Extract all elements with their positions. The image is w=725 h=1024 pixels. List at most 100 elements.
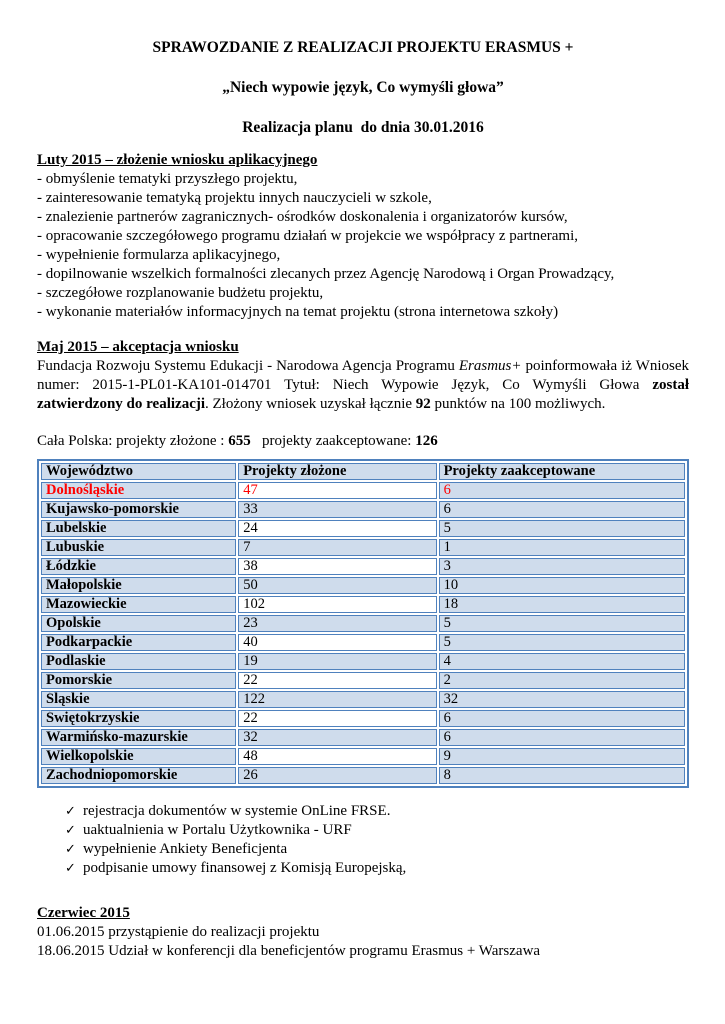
may-paragraph-text: poinformowała iż Wniosek numer: 2015-1-P… — [37, 358, 689, 393]
projects-accepted-cell: 6 — [438, 710, 685, 727]
checklist-item-label: wypełnienie Ankiety Beneficjenta — [83, 841, 288, 857]
voivodeship-name-cell: Łódzkie — [41, 558, 237, 575]
voivodeship-name-cell: Podkarpackie — [41, 634, 237, 651]
february-activity-list: - obmyślenie tematyki przyszłego projekt… — [37, 170, 689, 322]
list-item: - opracowanie szczegółowego programu dzi… — [37, 228, 579, 244]
col-header-projects-accepted: Projekty zaakceptowane — [438, 463, 685, 480]
projects-accepted-cell: 5 — [438, 520, 685, 537]
projects-accepted-cell: 2 — [438, 672, 685, 689]
projects-submitted-cell: 48 — [238, 748, 437, 765]
projects-submitted-cell: 24 — [238, 520, 437, 537]
projects-accepted-cell: 6 — [438, 729, 685, 746]
projects-accepted-cell: 18 — [438, 596, 685, 613]
voivodeship-name-cell: Kujawsko-pomorskie — [41, 501, 237, 518]
projects-accepted-total: 126 — [415, 433, 438, 449]
projects-submitted-cell: 102 — [238, 596, 437, 613]
poland-summary-line: Cała Polska: projekty złożone : 655 proj… — [37, 432, 689, 451]
table-row: Podlaskie 19 4 — [41, 653, 685, 670]
projects-submitted-total: 655 — [228, 433, 251, 449]
list-item: - znalezienie partnerów zagranicznych- o… — [37, 209, 568, 225]
voivodeship-name-cell: Wielkopolskie — [41, 748, 237, 765]
col-header-voivodeship: Województwo — [41, 463, 237, 480]
list-item: - wykonanie materiałów informacyjnych na… — [37, 304, 559, 320]
table-row: Pomorskie 22 2 — [41, 672, 685, 689]
table-row: Dolnośląskie 47 6 — [41, 482, 685, 499]
voivodeship-name-cell: Lubuskie — [41, 539, 237, 556]
voivodeship-name-cell: Warmińsko-mazurskie — [41, 729, 237, 746]
projects-submitted-cell: 19 — [238, 653, 437, 670]
table-row: Mazowieckie 102 18 — [41, 596, 685, 613]
table-row: Podkarpackie 40 5 — [41, 634, 685, 651]
projects-submitted-cell: 33 — [238, 501, 437, 518]
list-item: - dopilnowanie wszelkich formalności zle… — [37, 266, 615, 282]
projects-accepted-cell: 4 — [438, 653, 685, 670]
voivodeship-name-cell: Dolnośląskie — [41, 482, 237, 499]
projects-submitted-cell: 40 — [238, 634, 437, 651]
table-header-row: Województwo Projekty złożone Projekty za… — [41, 463, 685, 480]
voivodeship-name-cell: Opolskie — [41, 615, 237, 632]
table-row: Małopolskie 50 10 — [41, 577, 685, 594]
section-heading-may: Maj 2015 – akceptacja wniosku — [37, 339, 239, 355]
projects-accepted-cell: 6 — [438, 501, 685, 518]
voivodeship-name-cell: Świętokrzyskie — [41, 710, 237, 727]
list-item: - szczegółowe rozplanowanie budżetu proj… — [37, 285, 324, 301]
may-paragraph: Fundacja Rozwoju Systemu Edukacji - Naro… — [37, 357, 689, 414]
voivodeship-table: Województwo Projekty złożone Projekty za… — [37, 459, 689, 788]
table-row: Opolskie 23 5 — [41, 615, 685, 632]
projects-submitted-cell: 22 — [238, 710, 437, 727]
list-item: - wypełnienie formularza aplikacyjnego, — [37, 247, 281, 263]
document-subtitle: „Niech wypowie język, Co wymyśli głowa” — [222, 79, 504, 96]
table-row: Lubelskie 24 5 — [41, 520, 685, 537]
check-icon: ✓ — [65, 842, 76, 857]
erasmus-program-name: Erasmus+ — [458, 358, 522, 374]
projects-accepted-cell: 3 — [438, 558, 685, 575]
checklist-item: ✓ uaktualnienia w Portalu Użytkownika - … — [65, 821, 689, 840]
section-june: Czerwiec 2015 01.06.2015 przystąpienie d… — [37, 904, 689, 961]
checklist-item-label: rejestracja dokumentów w systemie OnLine… — [83, 803, 391, 819]
table-row: Łódzkie 38 3 — [41, 558, 685, 575]
voivodeship-name-cell: Lubelskie — [41, 520, 237, 537]
list-item: - obmyślenie tematyki przyszłego projekt… — [37, 171, 298, 187]
checklist-item-label: uaktualnienia w Portalu Użytkownika - UR… — [83, 822, 352, 838]
points-value: 92 — [415, 396, 431, 412]
table-row: Lubuskie 7 1 — [41, 539, 685, 556]
projects-submitted-cell: 7 — [238, 539, 437, 556]
projects-submitted-cell: 32 — [238, 729, 437, 746]
check-icon: ✓ — [65, 823, 76, 838]
projects-accepted-cell: 1 — [438, 539, 685, 556]
table-row: Świętokrzyskie 22 6 — [41, 710, 685, 727]
projects-submitted-cell: 50 — [238, 577, 437, 594]
voivodeship-name-cell: Małopolskie — [41, 577, 237, 594]
table-row: Kujawsko-pomorskie 33 6 — [41, 501, 685, 518]
june-event-list: 01.06.2015 przystąpienie do realizacji p… — [37, 923, 689, 961]
checklist-item: ✓ wypełnienie Ankiety Beneficjenta — [65, 840, 689, 859]
checklist-item-label: podpisanie umowy finansowej z Komisją Eu… — [83, 860, 407, 876]
may-paragraph-text: . Złożony wniosek uzyskał łącznie — [205, 396, 416, 412]
checklist-item: ✓ podpisanie umowy finansowej z Komisją … — [65, 859, 689, 878]
projects-submitted-cell: 122 — [238, 691, 437, 708]
formalities-checklist: ✓ rejestracja dokumentów w systemie OnLi… — [37, 802, 689, 878]
document-title: SPRAWOZDANIE Z REALIZACJI PROJEKTU ERASM… — [152, 39, 574, 56]
section-heading-june: Czerwiec 2015 — [37, 905, 130, 921]
list-item: 18.06.2015 Udział w konferencji dla bene… — [37, 943, 541, 959]
approved-emphasis: został zatwierdzony do realizacji — [37, 377, 689, 412]
projects-accepted-cell: 32 — [438, 691, 685, 708]
voivodeship-name-cell: Pomorskie — [41, 672, 237, 689]
projects-submitted-cell: 47 — [238, 482, 437, 499]
table-row: Zachodniopomorskie 26 8 — [41, 767, 685, 784]
document-header: SPRAWOZDANIE Z REALIZACJI PROJEKTU ERASM… — [37, 38, 689, 137]
checklist-item: ✓ rejestracja dokumentów w systemie OnLi… — [65, 802, 689, 821]
section-heading-february: Luty 2015 – złożenie wniosku aplikacyjne… — [37, 152, 318, 168]
voivodeship-name-cell: Podlaskie — [41, 653, 237, 670]
projects-accepted-cell: 10 — [438, 577, 685, 594]
check-icon: ✓ — [65, 861, 76, 876]
projects-accepted-cell: 6 — [438, 482, 685, 499]
projects-submitted-cell: 22 — [238, 672, 437, 689]
projects-accepted-cell: 5 — [438, 634, 685, 651]
projects-accepted-cell: 5 — [438, 615, 685, 632]
may-paragraph-text: punktów na 100 możliwych. — [430, 396, 606, 412]
summary-label: projekty zaakceptowane: — [250, 433, 416, 449]
col-header-projects-submitted: Projekty złożone — [238, 463, 437, 480]
list-item: 01.06.2015 przystąpienie do realizacji p… — [37, 924, 320, 940]
